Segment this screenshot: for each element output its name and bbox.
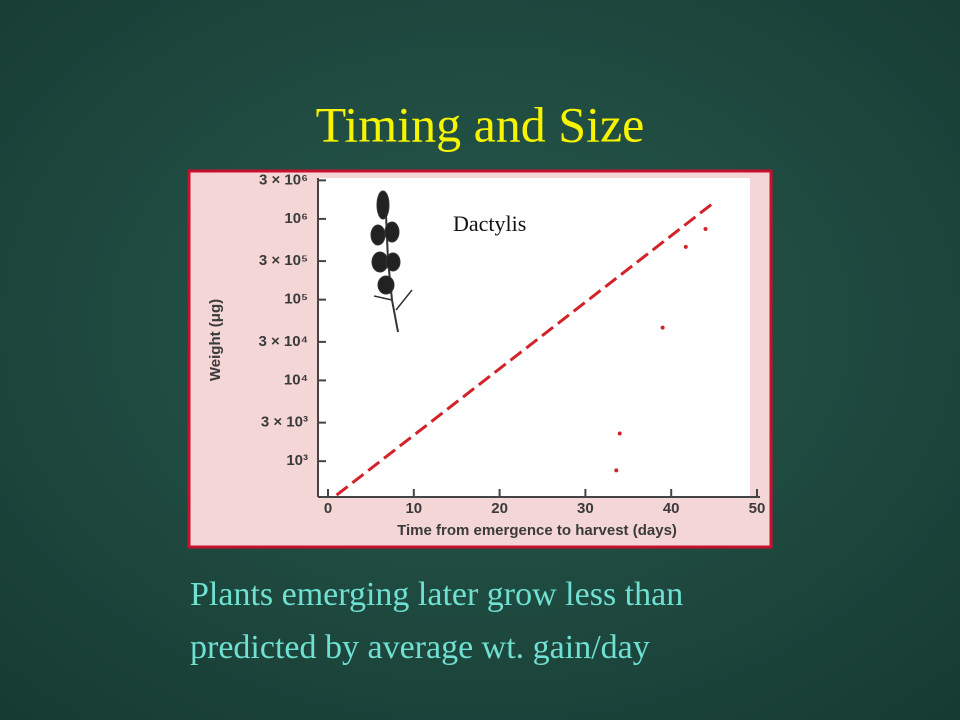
x-tick-label: 20 — [491, 500, 508, 517]
y-tick-label: 10³ — [286, 452, 308, 469]
y-tick-label: 10⁵ — [284, 291, 308, 308]
x-tick-label: 0 — [324, 500, 332, 517]
data-point — [703, 226, 708, 231]
caption-line: Plants emerging later grow less than — [190, 576, 683, 613]
slide-title: Timing and Size — [316, 96, 645, 152]
y-axis-label: Weight (μg) — [207, 299, 224, 381]
x-tick-label: 50 — [749, 500, 766, 517]
data-point — [660, 325, 665, 330]
plant-illustration — [370, 190, 413, 333]
x-tick-label: 10 — [405, 500, 422, 517]
x-tick-label: 30 — [577, 500, 594, 517]
y-tick-label: 10⁶ — [284, 210, 308, 227]
y-tick-label: 10⁴ — [284, 371, 308, 388]
data-point — [617, 431, 622, 436]
y-tick-label: 3 × 10⁵ — [259, 252, 308, 269]
y-tick-label: 3 × 10⁴ — [258, 333, 308, 350]
data-point — [614, 468, 619, 473]
x-tick-label: 40 — [663, 500, 680, 517]
y-tick-label: 3 × 10⁶ — [259, 171, 308, 188]
caption-line: predicted by average wt. gain/day — [190, 629, 650, 666]
annotation: Dactylis — [453, 211, 526, 236]
y-tick-label: 3 × 10³ — [261, 414, 308, 431]
data-point — [683, 244, 688, 249]
x-axis-label: Time from emergence to harvest (days) — [397, 522, 677, 539]
